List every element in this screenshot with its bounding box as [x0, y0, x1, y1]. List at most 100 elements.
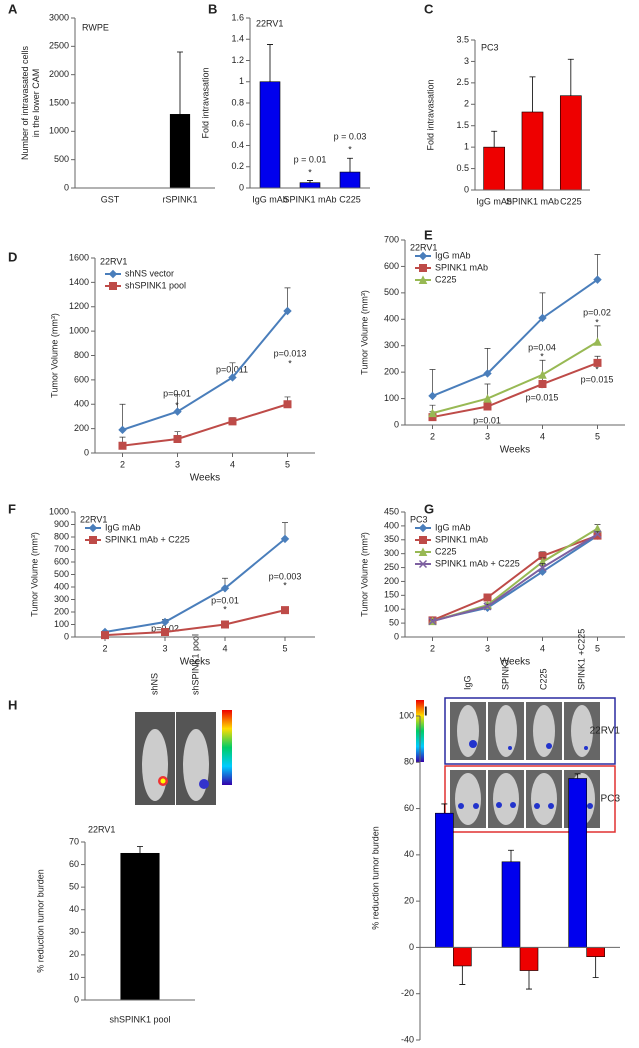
marker	[538, 380, 547, 389]
marker	[538, 370, 547, 379]
bar	[501, 861, 521, 948]
y-tick-label: 500	[384, 287, 399, 297]
legend-marker	[89, 536, 97, 544]
y-tick-label: 200	[54, 606, 69, 616]
marker	[280, 534, 290, 544]
y-axis-label: Fold intravasation	[200, 67, 210, 138]
y-tick-label: 250	[384, 562, 399, 572]
marker	[538, 313, 547, 323]
error-bar	[574, 773, 581, 779]
y-tick-label: 0.8	[231, 97, 244, 107]
legend-label: shSPINK1 pool	[125, 280, 186, 290]
legend-label: C225	[435, 274, 457, 284]
y-tick-label: 0.2	[231, 161, 244, 171]
y-axis-label: in the lower CAM	[31, 69, 41, 138]
y-axis-label: % reduction tumor burden	[370, 826, 380, 930]
y-tick-label: 1	[464, 142, 469, 152]
y-axis-label: Tumor Volume (mm³)	[29, 532, 39, 617]
x-tick-label: SPINK1 mAb	[283, 194, 336, 204]
annotation: p=0.01	[211, 595, 239, 605]
marker	[538, 563, 547, 572]
y-tick-label: 70	[69, 836, 79, 846]
y-tick-label: 450	[384, 506, 399, 516]
y-tick-label: 900	[54, 519, 69, 529]
line	[122, 310, 289, 431]
panel-letter: C	[424, 1, 434, 16]
y-tick-label: 400	[384, 314, 399, 324]
error-bar	[592, 956, 599, 978]
line	[432, 278, 599, 397]
y-tick-label: 0	[464, 184, 469, 194]
y-axis-label: Tumor Volume (mm³)	[49, 313, 59, 398]
y-tick-label: 0	[239, 182, 244, 192]
panel-letter: D	[8, 249, 17, 264]
marker	[428, 391, 437, 401]
y-tick-label: 300	[384, 340, 399, 350]
error-bar	[307, 180, 313, 183]
y-tick-label: 10	[69, 972, 79, 982]
y-tick-label: 0	[394, 419, 399, 429]
y-tick-label: -40	[401, 1034, 414, 1044]
error-bar	[459, 965, 466, 985]
y-axis-label: Tumor Volume (mm³)	[359, 532, 369, 617]
chart-title: 22RV1	[100, 256, 127, 266]
y-tick-label: 2500	[49, 41, 69, 51]
y-tick-label: 600	[74, 374, 89, 384]
y-tick-label: 100	[54, 619, 69, 629]
bar	[435, 812, 454, 948]
y-tick-label: 60	[69, 859, 79, 869]
error-bar	[267, 44, 273, 82]
y-tick-label: 1.2	[231, 55, 244, 65]
error-bar	[508, 849, 514, 862]
bar	[339, 171, 361, 189]
bar	[299, 182, 321, 189]
y-axis-label: % reduction tumor burden	[35, 869, 45, 973]
marker	[593, 337, 602, 346]
chart-title: PC3	[481, 42, 499, 52]
error-bar	[526, 970, 532, 990]
marker	[228, 417, 237, 426]
y-tick-label: 1500	[49, 97, 69, 107]
legend-label: IgG mAb	[435, 522, 471, 532]
x-tick-label: 2	[430, 431, 435, 441]
y-tick-label: 0	[64, 631, 69, 641]
y-tick-label: 0	[409, 942, 414, 952]
x-tick-label: 5	[282, 643, 287, 653]
annotation: *	[348, 144, 352, 154]
y-tick-label: 60	[404, 803, 414, 813]
marker	[283, 400, 292, 409]
panel-letter: H	[8, 697, 17, 712]
marker	[593, 358, 602, 367]
panel-letter: I	[424, 703, 428, 718]
annotation: p=0.015	[581, 374, 614, 384]
y-tick-label: 100	[399, 710, 414, 720]
y-tick-label: 3	[464, 56, 469, 66]
x-tick-label: 3	[175, 459, 180, 469]
bar	[483, 146, 506, 191]
annotation: p = 0.03	[334, 131, 367, 141]
y-tick-label: 40	[404, 849, 414, 859]
bar	[521, 111, 544, 191]
y-tick-label: 200	[384, 576, 399, 586]
annotation: *	[288, 358, 292, 368]
x-axis-label: Weeks	[500, 657, 530, 668]
y-tick-label: 1.6	[231, 12, 244, 22]
y-tick-label: 3.5	[456, 34, 469, 44]
chart-title: 22RV1	[80, 514, 107, 524]
x-tick-label: shSPINK1 pool	[109, 1014, 170, 1024]
x-tick-label: C225	[560, 196, 582, 206]
x-tick-label: 5	[595, 431, 600, 441]
x-axis-label: Weeks	[180, 657, 210, 668]
error-bar	[119, 403, 126, 430]
y-tick-label: 100	[384, 604, 399, 614]
annotation: *	[283, 580, 287, 590]
marker	[173, 407, 182, 416]
y-tick-label: 0	[84, 447, 89, 457]
marker	[428, 408, 437, 418]
y-tick-label: 350	[384, 534, 399, 544]
annotation: p=0.003	[269, 571, 302, 581]
marker	[160, 617, 170, 627]
y-tick-label: 500	[54, 569, 69, 579]
legend-label: 22RV1	[590, 726, 621, 737]
